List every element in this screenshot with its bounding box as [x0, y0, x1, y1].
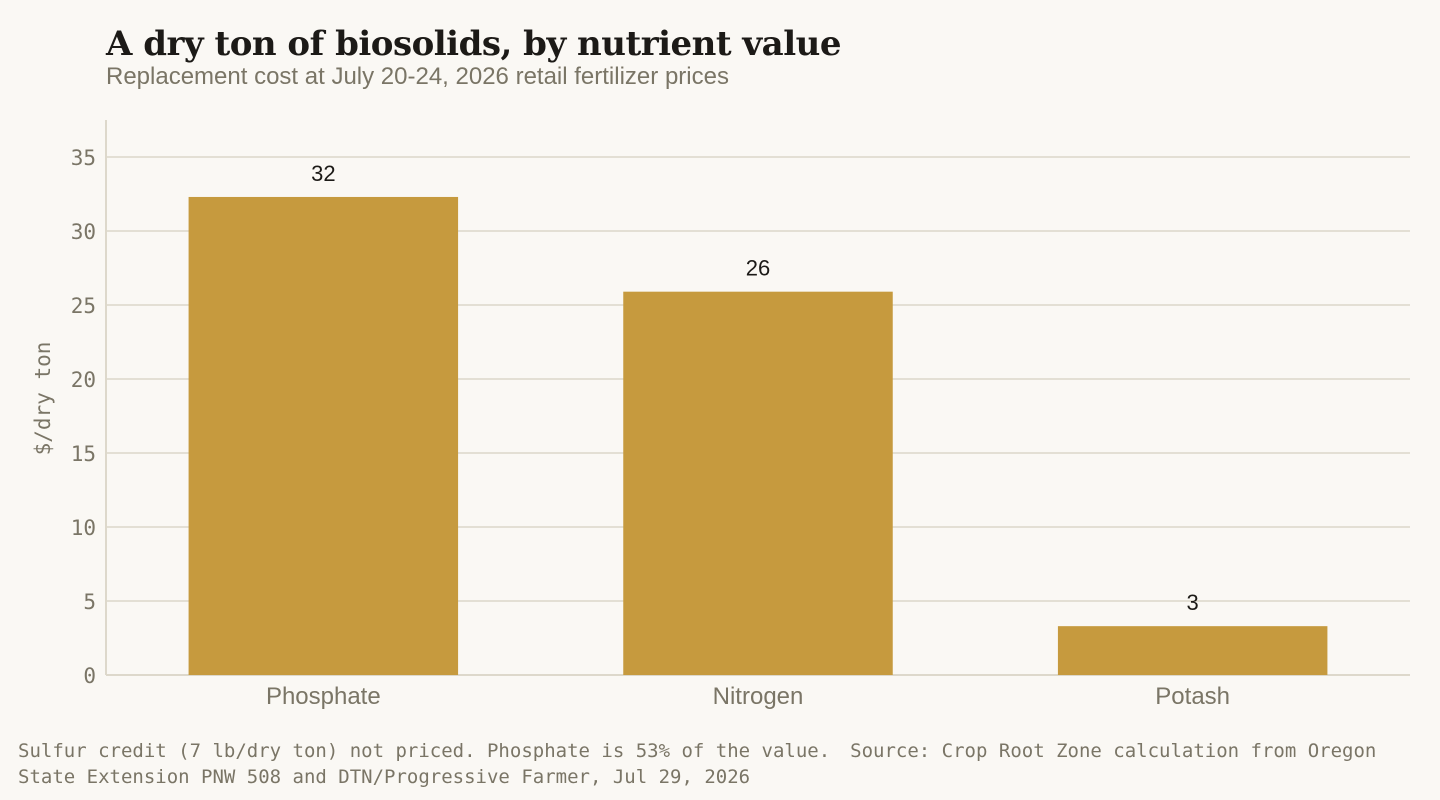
bar-data-label: 26 [746, 256, 770, 281]
y-tick-label: 30 [71, 220, 96, 244]
y-axis-label: $/dry ton [31, 342, 55, 456]
bar-nitrogen [623, 291, 893, 675]
y-tick-label: 35 [71, 146, 96, 170]
y-tick-label: 25 [71, 294, 96, 318]
footnote-note: Sulfur credit (7 lb/dry ton) not priced.… [18, 740, 831, 762]
y-tick-label: 0 [83, 664, 96, 688]
y-tick-label: 20 [71, 368, 96, 392]
chart-subtitle: Replacement cost at July 20-24, 2026 ret… [106, 63, 729, 90]
y-tick-label: 5 [83, 590, 96, 614]
y-tick-label: 15 [71, 442, 96, 466]
x-tick-label: Nitrogen [713, 683, 804, 710]
y-tick-label: 10 [71, 516, 96, 540]
bar-phosphate [188, 196, 459, 675]
bar-data-label: 3 [1187, 590, 1199, 615]
chart-title: A dry ton of biosolids, by nutrient valu… [106, 24, 841, 64]
footnote-source: Source: Crop Root Zone calculation from … [18, 740, 1377, 788]
x-tick-label: Phosphate [266, 683, 381, 710]
chart-footnote: Sulfur credit (7 lb/dry ton) not priced.… [18, 738, 1422, 790]
x-tick-label: Potash [1155, 683, 1230, 710]
bar-data-label: 32 [311, 161, 335, 186]
bar-potash [1057, 626, 1328, 675]
